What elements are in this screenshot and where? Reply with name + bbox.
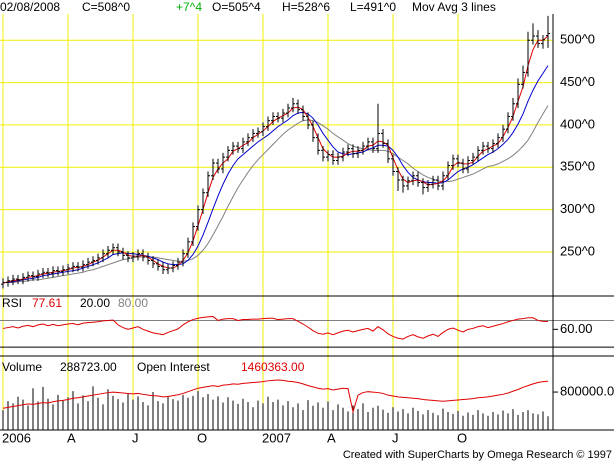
legend-value: 1460363.00 [241,360,305,374]
header-study: Mov Avg 3 lines [412,0,496,14]
level-label: 80.00 [118,296,148,310]
x-tick-label: J [392,430,399,445]
y-tick-label: 800000.0 [560,383,614,398]
x-tick-label: 2007 [262,430,291,445]
y-tick-label: 450^0 [560,74,595,89]
level-label: 20.00 [80,296,110,310]
moving-average-line [3,65,549,283]
legend-name: Open Interest [137,360,210,374]
y-tick-label: 250^0 [560,243,595,258]
header-date: 02/08/2008 [0,0,60,14]
x-tick-label: O [457,430,467,445]
legend-name: Volume [2,360,42,374]
y-tick-label: 60.00 [560,321,593,336]
footer: Created with SuperCharts by Omega Resear… [343,449,612,461]
header-high: H=528^6 [282,0,330,14]
rsi-line [2,315,549,340]
x-tick-label: A [327,430,336,445]
y-tick-label: 300^0 [560,201,595,216]
header-close: C=508^0 [82,0,130,14]
x-tick-label: 2006 [2,430,31,445]
header-change: +7^4 [176,0,202,14]
panel-title: RSI [2,296,22,310]
x-tick-label: O [197,430,207,445]
open-interest-line [2,379,549,414]
rsi-value: 77.61 [32,296,62,310]
moving-average-line [2,35,549,284]
legend-value: 288723.00 [60,360,117,374]
header-low: L=491^0 [350,0,396,14]
y-tick-label: 400^0 [560,116,595,131]
x-tick-label: J [132,430,139,445]
moving-average-line [3,105,549,283]
header-open: O=505^4 [212,0,261,14]
x-tick-label: A [67,430,76,445]
y-tick-label: 350^0 [560,159,595,174]
y-tick-label: 500^0 [560,32,595,47]
